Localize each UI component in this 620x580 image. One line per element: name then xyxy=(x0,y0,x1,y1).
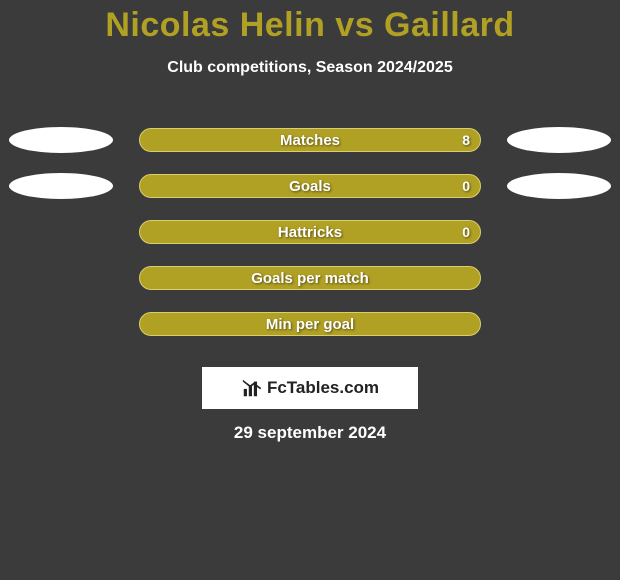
brand-badge: FcTables.com xyxy=(202,367,418,409)
stat-rows: Matches 8 Goals 0 Hattricks 0 Goals xyxy=(0,117,620,347)
stat-label: Min per goal xyxy=(266,316,354,333)
stat-value: 0 xyxy=(462,224,470,240)
comparison-infographic: Nicolas Helin vs Gaillard Club competiti… xyxy=(0,0,620,580)
stat-bar: Goals per match xyxy=(139,266,481,290)
stat-bar: Min per goal xyxy=(139,312,481,336)
stat-row: Hattricks 0 xyxy=(0,209,620,255)
stat-bar: Matches 8 xyxy=(139,128,481,152)
stat-bar: Goals 0 xyxy=(139,174,481,198)
stat-value: 8 xyxy=(462,132,470,148)
stat-row: Goals per match xyxy=(0,255,620,301)
stat-bar: Hattricks 0 xyxy=(139,220,481,244)
brand-inner: FcTables.com xyxy=(241,377,379,399)
stat-label: Matches xyxy=(280,132,340,149)
stat-label: Hattricks xyxy=(278,224,342,241)
right-player-marker xyxy=(507,127,611,153)
page-subtitle: Club competitions, Season 2024/2025 xyxy=(0,59,620,77)
stat-row: Matches 8 xyxy=(0,117,620,163)
stat-row: Min per goal xyxy=(0,301,620,347)
right-player-marker xyxy=(507,173,611,199)
stat-label: Goals xyxy=(289,178,331,195)
bar-chart-icon xyxy=(241,377,263,399)
snapshot-date: 29 september 2024 xyxy=(0,423,620,443)
brand-text: FcTables.com xyxy=(267,378,379,398)
stat-value: 0 xyxy=(462,178,470,194)
stat-label: Goals per match xyxy=(251,270,369,287)
page-title: Nicolas Helin vs Gaillard xyxy=(0,0,620,45)
stat-row: Goals 0 xyxy=(0,163,620,209)
left-player-marker xyxy=(9,127,113,153)
left-player-marker xyxy=(9,173,113,199)
